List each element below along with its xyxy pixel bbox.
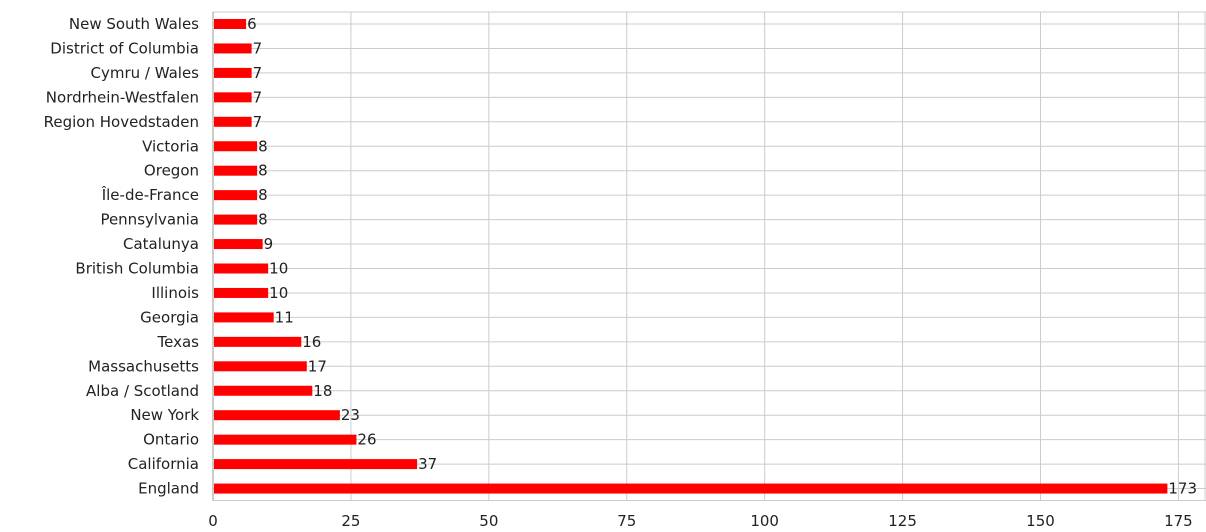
x-tick-label: 25 [341, 512, 360, 530]
category-label: New South Wales [69, 15, 199, 33]
data-label: 18 [313, 382, 332, 400]
category-label: Catalunya [123, 235, 199, 253]
bar [214, 361, 307, 372]
bar [214, 67, 252, 78]
x-tick-label: 0 [208, 512, 218, 530]
bar [214, 312, 274, 323]
bar [214, 483, 1168, 494]
category-label: Massachusetts [88, 357, 199, 375]
category-label: Victoria [142, 137, 199, 155]
bar [214, 385, 313, 396]
data-label: 173 [1168, 480, 1197, 498]
bar [214, 410, 340, 421]
data-label: 6 [247, 15, 257, 33]
data-label: 37 [418, 455, 437, 473]
bar [214, 141, 258, 152]
data-label: 9 [264, 235, 274, 253]
category-label: New York [130, 406, 199, 424]
data-label: 7 [253, 113, 263, 131]
data-label: 7 [253, 64, 263, 82]
category-label: Ontario [143, 431, 199, 449]
bar [214, 116, 252, 127]
bar [214, 239, 263, 250]
x-tick-label: 125 [888, 512, 917, 530]
bar [214, 19, 247, 29]
label-layer: 0 25 50 75 100 125 150 175 New South Wales 6 Distr… [44, 15, 1197, 530]
category-label: Oregon [144, 162, 199, 180]
x-tick-label: 75 [617, 512, 636, 530]
category-label: Cymru / Wales [90, 64, 199, 82]
category-label: Île-de-France [101, 185, 199, 204]
data-label: 7 [253, 39, 263, 57]
category-label: District of Columbia [50, 39, 199, 57]
x-tick-label: 175 [1164, 512, 1193, 530]
category-label: California [128, 455, 199, 473]
data-label: 16 [302, 333, 321, 351]
x-tick-label: 100 [750, 512, 779, 530]
data-label: 8 [258, 211, 268, 229]
bar-layer [214, 19, 1168, 494]
data-label: 17 [308, 357, 327, 375]
data-label: 26 [357, 431, 376, 449]
data-label: 8 [258, 162, 268, 180]
x-tick-label: 50 [479, 512, 498, 530]
data-label: 10 [269, 284, 288, 302]
bar [214, 263, 269, 274]
data-label: 7 [253, 88, 263, 106]
grid-layer [212, 11, 1206, 502]
bar [214, 165, 258, 176]
bar [214, 434, 357, 445]
x-tick-label: 150 [1026, 512, 1055, 530]
category-label: England [138, 480, 199, 498]
data-label: 8 [258, 186, 268, 204]
bar [214, 287, 269, 298]
bar [214, 190, 258, 201]
data-label: 11 [275, 308, 294, 326]
category-label: British Columbia [75, 260, 199, 278]
category-label: Alba / Scotland [86, 382, 199, 400]
bar [214, 92, 252, 103]
category-label: Region Hovedstaden [44, 113, 199, 131]
data-label: 8 [258, 137, 268, 155]
category-label: Pennsylvania [100, 211, 199, 229]
data-label: 23 [341, 406, 360, 424]
category-label: Georgia [140, 308, 199, 326]
data-label: 10 [269, 260, 288, 278]
category-label: Illinois [151, 284, 199, 302]
bar [214, 336, 302, 347]
bar [214, 459, 418, 470]
bar [214, 214, 258, 225]
bar [214, 43, 252, 54]
category-label: Nordrhein-Westfalen [46, 88, 199, 106]
category-label: Texas [157, 333, 200, 351]
